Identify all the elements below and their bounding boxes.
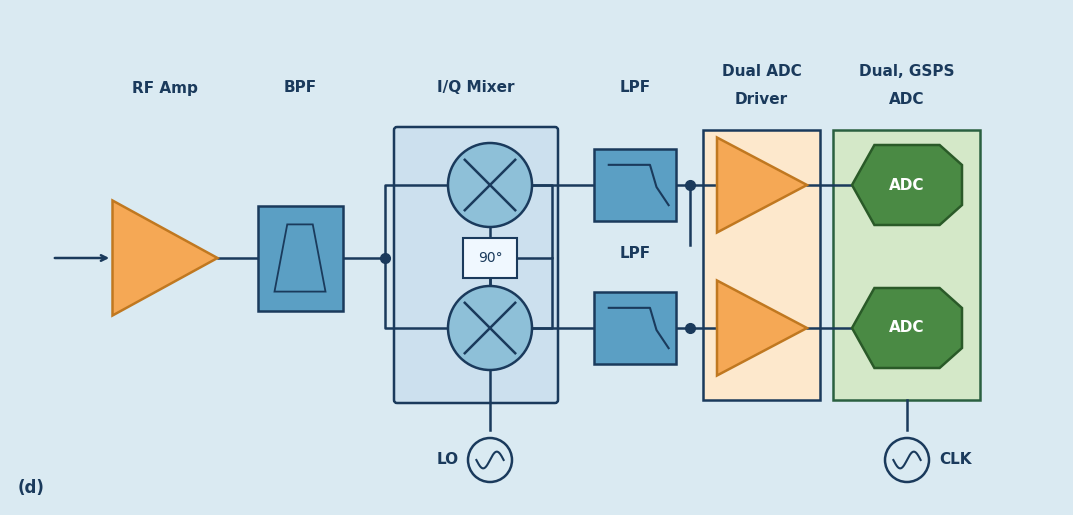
Bar: [258, 205, 342, 311]
Bar: [833, 130, 980, 400]
Polygon shape: [717, 138, 807, 232]
Bar: [464, 238, 517, 278]
Text: LPF: LPF: [619, 246, 650, 261]
Text: Dual ADC: Dual ADC: [722, 64, 802, 79]
Text: Dual, GSPS: Dual, GSPS: [858, 64, 954, 79]
Text: BPF: BPF: [283, 80, 317, 95]
Text: ADC: ADC: [890, 320, 925, 335]
Text: (d): (d): [18, 479, 45, 497]
Text: Driver: Driver: [735, 93, 788, 108]
Circle shape: [449, 143, 532, 227]
FancyBboxPatch shape: [394, 127, 558, 403]
Polygon shape: [717, 281, 807, 375]
Text: CLK: CLK: [939, 453, 971, 468]
Text: LO: LO: [437, 453, 459, 468]
Circle shape: [449, 286, 532, 370]
Text: ADC: ADC: [890, 178, 925, 193]
Text: RF Amp: RF Amp: [132, 80, 197, 95]
Text: ADC: ADC: [888, 93, 924, 108]
Bar: [703, 130, 820, 400]
Polygon shape: [113, 200, 218, 316]
Polygon shape: [852, 288, 962, 368]
Text: I/Q Mixer: I/Q Mixer: [438, 80, 515, 95]
Text: 90°: 90°: [477, 251, 502, 265]
Polygon shape: [852, 145, 962, 225]
Bar: [594, 292, 676, 364]
Text: LPF: LPF: [619, 80, 650, 95]
Bar: [594, 149, 676, 221]
